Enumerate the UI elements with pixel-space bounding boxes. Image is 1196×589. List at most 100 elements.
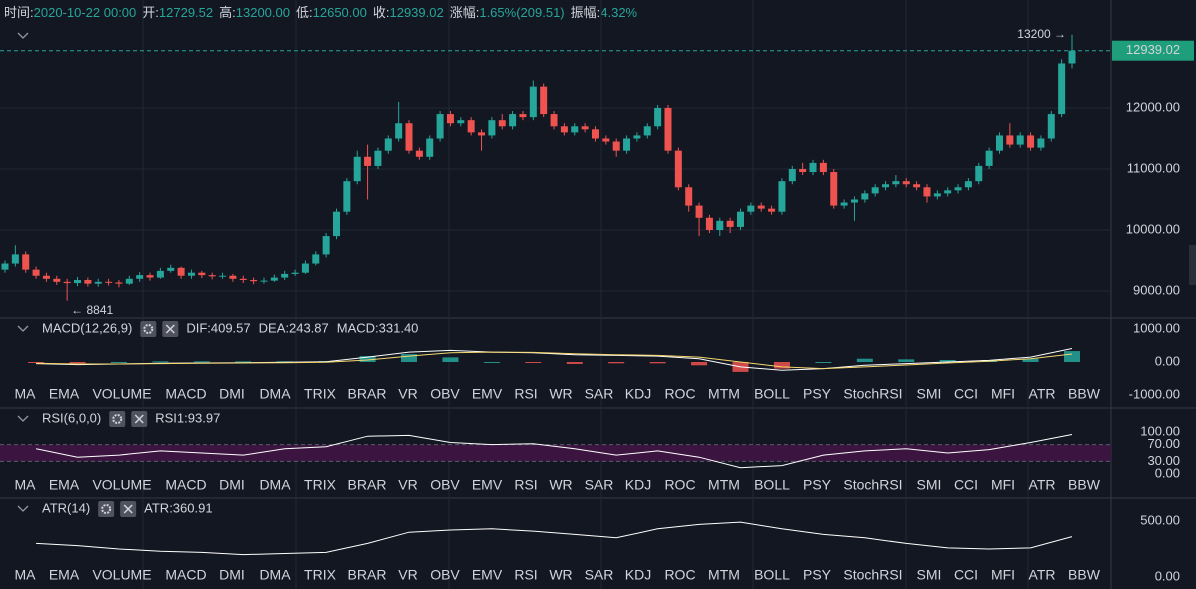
indicator-tab[interactable]: StochRSI xyxy=(843,386,902,402)
indicator-tab[interactable]: ROC xyxy=(664,567,695,583)
indicator-tab[interactable]: EMA xyxy=(49,386,80,402)
indicator-tab[interactable]: SMI xyxy=(917,386,942,402)
indicator-tab[interactable]: PSY xyxy=(803,477,832,493)
panel-collapse[interactable] xyxy=(17,505,29,512)
histogram-bar xyxy=(442,357,459,362)
indicator-tab[interactable]: MFI xyxy=(991,477,1015,493)
candle-body xyxy=(446,114,454,124)
indicator-tab[interactable]: BRAR xyxy=(348,477,387,493)
indicator-title: RSI(6,0,0) xyxy=(42,410,101,425)
indicator-tab[interactable]: MA xyxy=(15,477,37,493)
indicator-tab[interactable]: VR xyxy=(398,477,417,493)
indicator-tab[interactable]: StochRSI xyxy=(843,477,902,493)
header-value: 12650.00 xyxy=(313,5,367,20)
side-handle[interactable] xyxy=(1189,245,1196,285)
histogram-bar xyxy=(1022,358,1039,362)
indicator-tab[interactable]: EMV xyxy=(472,386,503,402)
indicator-tab[interactable]: SAR xyxy=(585,386,614,402)
indicator-tab[interactable]: EMA xyxy=(49,567,80,583)
indicator-tab[interactable]: ATR xyxy=(1029,477,1056,493)
indicator-tab[interactable]: PSY xyxy=(803,567,832,583)
close-icon xyxy=(123,504,133,514)
indicator-tab[interactable]: DMA xyxy=(259,386,291,402)
candle-body xyxy=(716,220,724,230)
indicator-tab[interactable]: MA xyxy=(15,567,37,583)
indicator-tab[interactable]: TRIX xyxy=(304,567,337,583)
indicator-tab[interactable]: BBW xyxy=(1068,386,1101,402)
indicator-tab[interactable]: MA xyxy=(15,386,37,402)
indicator-tab[interactable]: MTM xyxy=(708,477,740,493)
indicator-tab[interactable]: MFI xyxy=(991,567,1015,583)
indicator-tab[interactable]: BOLL xyxy=(754,567,790,583)
indicator-tab[interactable]: KDJ xyxy=(625,477,651,493)
candle-body xyxy=(270,277,278,281)
indicator-tab[interactable]: OBV xyxy=(430,386,460,402)
histogram-bar xyxy=(235,361,252,363)
indicator-tab[interactable]: BOLL xyxy=(754,386,790,402)
indicator-tab[interactable]: BRAR xyxy=(348,386,387,402)
indicator-tab[interactable]: BOLL xyxy=(754,477,790,493)
indicator-tab[interactable]: WR xyxy=(549,567,572,583)
indicator-tab[interactable]: TRIX xyxy=(304,386,337,402)
indicator-tab[interactable]: CCI xyxy=(954,386,978,402)
indicator-tab[interactable]: DMA xyxy=(259,477,291,493)
settings-button[interactable] xyxy=(140,321,157,337)
indicator-tab[interactable]: DMI xyxy=(219,477,245,493)
indicator-tab[interactable]: BBW xyxy=(1068,477,1101,493)
panel-collapse[interactable] xyxy=(17,415,29,422)
indicator-tab[interactable]: KDJ xyxy=(625,386,651,402)
indicator-tab[interactable]: SMI xyxy=(917,477,942,493)
indicator-tab[interactable]: DMI xyxy=(219,386,245,402)
indicator-tab[interactable]: OBV xyxy=(430,477,460,493)
indicator-tab[interactable]: MACD xyxy=(165,477,206,493)
indicator-tab[interactable]: RSI xyxy=(514,477,537,493)
panel-collapse[interactable] xyxy=(17,325,29,332)
indicator-tab[interactable]: ROC xyxy=(664,477,695,493)
indicator-tab[interactable]: WR xyxy=(549,477,572,493)
indicator-tab[interactable]: MTM xyxy=(708,386,740,402)
candle-body xyxy=(312,254,320,264)
indicator-tab[interactable]: ATR xyxy=(1029,386,1056,402)
indicator-tab[interactable]: VOLUME xyxy=(92,567,151,583)
indicator-tab[interactable]: OBV xyxy=(430,567,460,583)
indicator-tab[interactable]: DMA xyxy=(259,567,291,583)
candle-body xyxy=(22,254,30,270)
indicator-tab[interactable]: TRIX xyxy=(304,477,337,493)
indicator-tab[interactable]: SAR xyxy=(585,567,614,583)
indicator-tab[interactable]: SMI xyxy=(917,567,942,583)
indicator-tab[interactable]: PSY xyxy=(803,386,832,402)
indicator-tab[interactable]: KDJ xyxy=(625,567,651,583)
indicator-tab[interactable]: CCI xyxy=(954,477,978,493)
candle-body xyxy=(187,272,195,276)
indicator-tab[interactable]: ATR xyxy=(1029,567,1056,583)
indicator-tab[interactable]: BBW xyxy=(1068,567,1101,583)
indicator-tab[interactable]: BRAR xyxy=(348,567,387,583)
indicator-tab[interactable]: SAR xyxy=(585,477,614,493)
candle-body xyxy=(405,123,413,151)
indicator-tab[interactable]: MACD xyxy=(165,386,206,402)
settings-button[interactable] xyxy=(98,501,115,517)
indicator-tab[interactable]: RSI xyxy=(514,567,537,583)
indicator-tab[interactable]: WR xyxy=(549,386,572,402)
settings-button[interactable] xyxy=(109,411,126,427)
histogram-bar xyxy=(815,362,832,363)
collapse-toggle[interactable] xyxy=(17,32,29,39)
indicator-tab[interactable]: MTM xyxy=(708,567,740,583)
indicator-tab[interactable]: MFI xyxy=(991,386,1015,402)
candle-body xyxy=(509,114,517,127)
candle-body xyxy=(623,138,631,151)
indicator-tab[interactable]: ROC xyxy=(664,386,695,402)
indicator-tab[interactable]: MACD xyxy=(165,567,206,583)
indicator-tab[interactable]: EMA xyxy=(49,477,80,493)
indicator-tab[interactable]: StochRSI xyxy=(843,567,902,583)
indicator-tab[interactable]: VOLUME xyxy=(92,477,151,493)
indicator-tab[interactable]: DMI xyxy=(219,567,245,583)
indicator-tab[interactable]: VOLUME xyxy=(92,386,151,402)
indicator-tab[interactable]: CCI xyxy=(954,567,978,583)
indicator-tab[interactable]: RSI xyxy=(514,386,537,402)
indicator-tab[interactable]: VR xyxy=(398,386,417,402)
indicator-tab[interactable]: EMV xyxy=(472,567,503,583)
indicator-tab[interactable]: VR xyxy=(398,567,417,583)
indicator-tab[interactable]: EMV xyxy=(472,477,503,493)
candle-body xyxy=(74,280,82,284)
